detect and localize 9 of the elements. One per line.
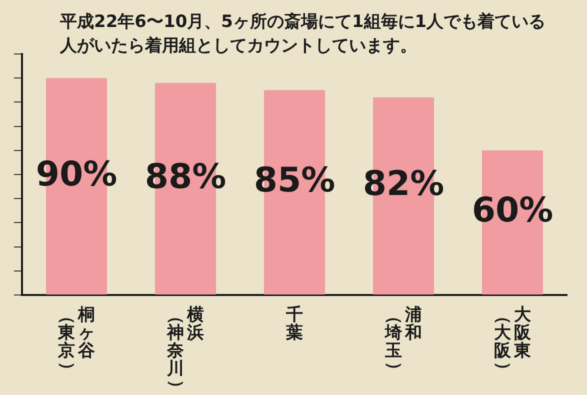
data-label: 82% [362, 164, 444, 204]
x-tick-label: 桐ヶ谷（東京） [57, 304, 96, 378]
data-label: 90% [36, 154, 118, 194]
data-label: 85% [254, 160, 336, 200]
x-tick-label: 千葉 [285, 304, 303, 343]
data-label: 88% [144, 156, 226, 197]
x-tick-label: 大阪東（大阪） [493, 304, 532, 378]
chart-title: 平成22年6〜10月、5ヶ所の斎場にて1組毎に1人でも着ている人がいたら着用組としてカウントしています。 [60, 11, 547, 58]
data-label: 60% [472, 190, 554, 231]
